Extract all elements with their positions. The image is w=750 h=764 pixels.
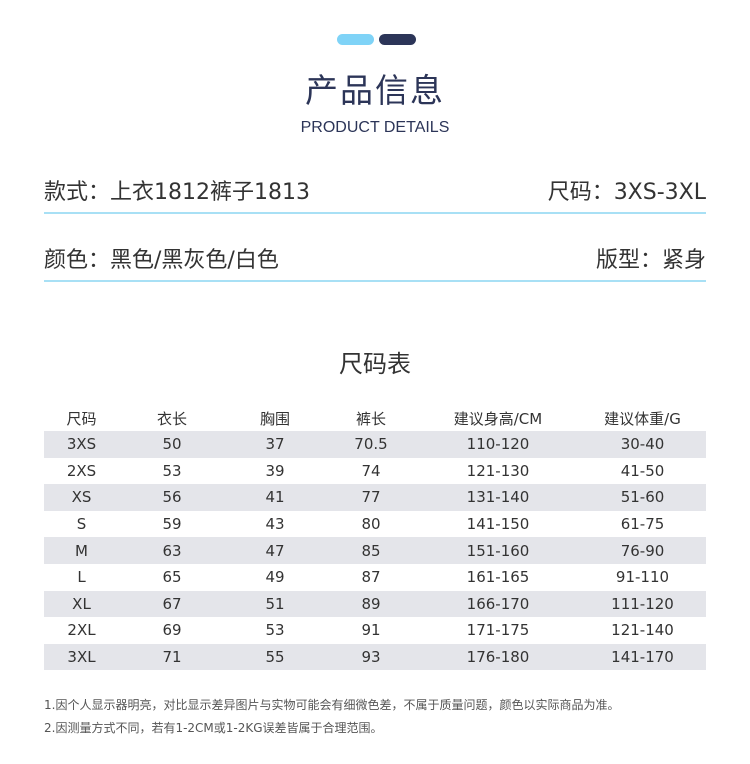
table-cell: 91 [361, 621, 381, 640]
table-cell: 59 [162, 515, 182, 534]
table-row: 2XS 53 39 74 121-130 41-50 [44, 458, 706, 485]
column-header: 裤长 [355, 409, 386, 428]
table-cell: 166-170 [417, 590, 579, 618]
table-cell: 3XS [44, 431, 119, 458]
table-cell: 2XS [66, 461, 97, 480]
column-header: 尺码 [66, 409, 97, 428]
note-2: 2.因测量方式不同，若有1-2CM或1-2KG误差皆属于合理范围。 [44, 721, 383, 735]
table-cell: 53 [162, 461, 182, 480]
table-cell: 63 [119, 537, 225, 564]
table-cell: 37 [225, 431, 325, 458]
table-cell: 77 [325, 484, 417, 511]
table-row: 2XL 69 53 91 171-175 121-140 [44, 617, 706, 644]
table-cell: 89 [325, 590, 417, 618]
table-cell: 93 [325, 643, 417, 671]
table-cell: 51-60 [579, 484, 706, 511]
table-cell: 80 [361, 515, 381, 534]
table-cell: 171-175 [466, 621, 530, 640]
table-cell: 176-180 [417, 643, 579, 671]
size-table: 尺码 衣长 胸围 裤长 建议身高/CM 建议体重/G 3XS 50 37 70.5 110-120… [44, 405, 706, 671]
table-cell: XS [44, 484, 119, 511]
table-cell: 74 [361, 461, 381, 480]
page-title: 产品信息 [305, 71, 445, 110]
table-cell: S [76, 515, 87, 534]
info-row-style-size: 款式：上衣1812裤子1813 尺码：3XS-3XL [44, 172, 706, 214]
column-header: 建议身高/CM [453, 409, 543, 428]
table-cell: 3XL [44, 643, 119, 671]
table-cell: 151-160 [417, 537, 579, 564]
size-info: 尺码：3XS-3XL [547, 180, 706, 205]
table-cell: L [77, 568, 86, 587]
table-cell: 49 [265, 568, 285, 587]
table-row: 3XS 50 37 70.5 110-120 30-40 [44, 431, 706, 458]
decor-pill-dark [379, 34, 416, 45]
table-cell: 51 [225, 590, 325, 618]
table-cell: 65 [162, 568, 182, 587]
table-cell: 91-110 [615, 568, 670, 587]
table-cell: 39 [265, 461, 285, 480]
table-row: S 59 43 80 141-150 61-75 [44, 511, 706, 538]
column-header: 胸围 [259, 409, 290, 428]
table-row: 3XL 71 55 93 176-180 141-170 [44, 643, 706, 671]
table-row: L 65 49 87 161-165 91-110 [44, 564, 706, 591]
table-cell: 141-150 [466, 515, 530, 534]
table-cell: 111-120 [579, 590, 706, 618]
style-info: 款式：上衣1812裤子1813 [44, 180, 310, 205]
table-cell: 47 [225, 537, 325, 564]
color-info: 颜色：黑色/黑灰色/白色 [44, 248, 279, 273]
table-cell: 67 [119, 590, 225, 618]
table-cell: XL [44, 590, 119, 618]
table-cell: 43 [265, 515, 285, 534]
table-cell: 69 [162, 621, 182, 640]
size-table-title: 尺码表 [339, 350, 411, 378]
table-row: M 63 47 85 151-160 76-90 [44, 537, 706, 564]
table-cell: 87 [361, 568, 381, 587]
table-cell: 161-165 [466, 568, 530, 587]
table-cell: 61-75 [620, 515, 665, 534]
table-cell: 55 [225, 643, 325, 671]
table-cell: 110-120 [417, 431, 579, 458]
table-cell: 121-140 [611, 621, 674, 640]
info-row-color-fit: 颜色：黑色/黑灰色/白色 版型：紧身 [44, 240, 706, 282]
table-cell: 141-170 [579, 643, 706, 671]
table-cell: M [44, 537, 119, 564]
table-cell: 76-90 [579, 537, 706, 564]
column-header: 建议体重/G [604, 409, 681, 428]
fit-info: 版型：紧身 [595, 248, 706, 273]
table-cell: 131-140 [417, 484, 579, 511]
table-cell: 70.5 [325, 431, 417, 458]
table-cell: 2XL [67, 621, 96, 640]
table-cell: 41 [225, 484, 325, 511]
table-cell: 71 [119, 643, 225, 671]
table-row: XL 67 51 89 166-170 111-120 [44, 590, 706, 618]
table-cell: 30-40 [579, 431, 706, 458]
table-cell: 53 [265, 621, 285, 640]
table-cell: 50 [119, 431, 225, 458]
column-header: 衣长 [156, 409, 187, 428]
table-row: XS 56 41 77 131-140 51-60 [44, 484, 706, 511]
table-cell: 121-130 [466, 461, 530, 480]
notes: 1.因个人显示器明亮，对比显示差异图片与实物可能会有细微色差，不属于质量问题，颜… [44, 694, 619, 740]
note-1: 1.因个人显示器明亮，对比显示差异图片与实物可能会有细微色差，不属于质量问题，颜… [44, 698, 620, 712]
table-header-row: 尺码 衣长 胸围 裤长 建议身高/CM 建议体重/G [44, 405, 706, 431]
decor-pill-light [337, 34, 374, 45]
table-cell: 85 [325, 537, 417, 564]
table-cell: 56 [119, 484, 225, 511]
page-subtitle: PRODUCT DETAILS [300, 119, 450, 136]
table-cell: 41-50 [620, 461, 665, 480]
